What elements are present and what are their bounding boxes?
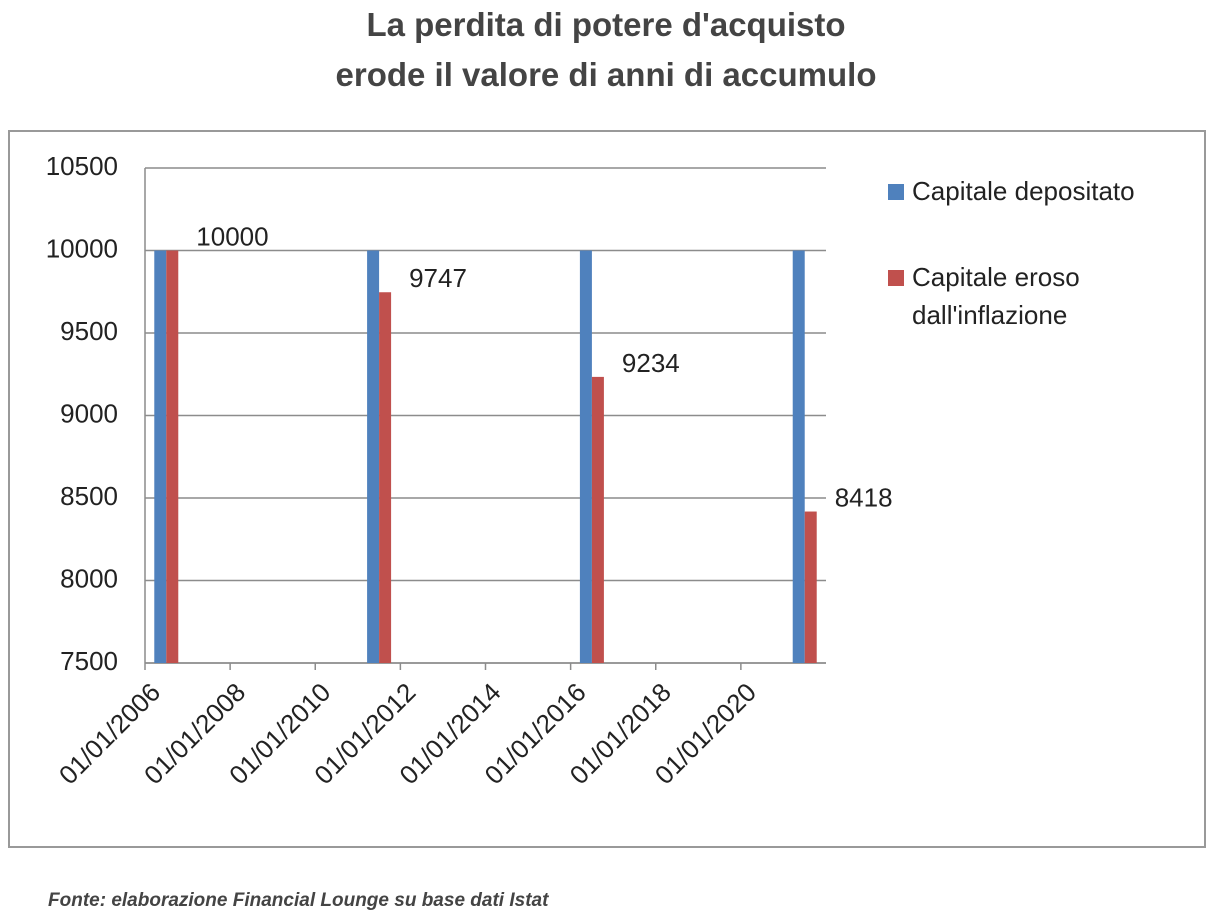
bar xyxy=(591,376,604,663)
bar xyxy=(166,250,179,663)
legend: Capitale depositato Capitale eroso dall'i… xyxy=(888,172,1198,382)
data-label: 8418 xyxy=(835,482,893,512)
y-tick-label: 10500 xyxy=(46,151,118,181)
y-tick-label: 7500 xyxy=(60,646,118,676)
data-label: 9747 xyxy=(409,263,467,293)
y-tick-label: 9000 xyxy=(60,398,118,428)
y-tick-label: 10000 xyxy=(46,233,118,263)
legend-item: Capitale eroso dall'inflazione xyxy=(888,258,1198,334)
bar xyxy=(367,250,380,663)
chart-title: erode il valore di anni di accumulo xyxy=(335,56,877,93)
legend-swatch xyxy=(888,270,904,286)
y-tick-label: 9500 xyxy=(60,316,118,346)
y-tick-label: 8500 xyxy=(60,481,118,511)
bar xyxy=(792,250,805,663)
source-note: Fonte: elaborazione Financial Lounge su … xyxy=(48,890,549,911)
legend-label: Capitale depositato xyxy=(912,176,1135,206)
legend-swatch xyxy=(888,184,904,200)
bar xyxy=(379,292,392,663)
chart-title: La perdita di potere d'acquisto xyxy=(366,6,846,43)
bar xyxy=(579,250,592,663)
data-label: 10000 xyxy=(196,221,268,251)
bar xyxy=(804,511,817,663)
bar xyxy=(154,250,167,663)
legend-label: Capitale eroso dall'inflazione xyxy=(912,262,1080,330)
data-label: 9234 xyxy=(622,348,680,378)
legend-item: Capitale depositato xyxy=(888,172,1198,210)
y-tick-label: 8000 xyxy=(60,563,118,593)
